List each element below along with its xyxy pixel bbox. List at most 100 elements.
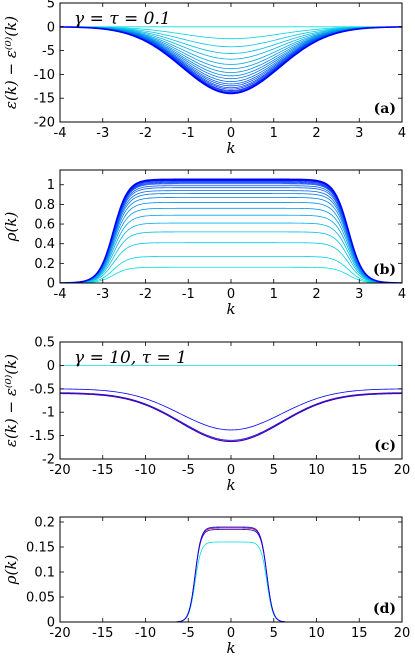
x-tick-label-d-6: 10 [308,626,325,641]
y-tick-label-c-4: 0 [47,359,55,374]
series-line-a-18 [60,26,402,94]
x-tick-label-d-0: -20 [49,626,70,641]
series-line-b-12 [60,185,402,283]
series-line-a-10 [60,26,402,82]
panel-label-a: (a) [374,101,396,117]
x-tick-label-a-6: 2 [312,126,320,141]
y-axis-label-c: ε(k) − ε⁽⁰⁾(k) [2,354,20,447]
series-line-a-7 [60,26,402,73]
chart-panel-b: -4 -3 -2 -1 0 1 2 3 4 0 0.2 0.4 0.6 0.8 1 k ρ(k) (b) [2,169,406,318]
ticks-d: -20 -15 -10 -5 0 5 10 15 20 0 0.05 0.1 0.15 0.2 [26,516,410,642]
chart-panel-c: -20 -15 -10 -5 0 5 10 15 20 -2 -1.5 -1 -0.5 0 0.5 k ε(… [2,336,410,495]
series-line-b-13 [60,183,402,283]
y-tick-label-d-2: 0.1 [34,566,55,581]
y-axis-label-d: ρ(k) [2,555,20,586]
series-line-c-3 [60,392,402,442]
series-line-a-19 [60,26,402,95]
x-tick-label-c-6: 10 [308,463,325,478]
y-tick-label-a-4: 0 [47,20,55,35]
x-tick-label-d-7: 15 [351,626,368,641]
x-tick-label-c-5: 5 [270,463,278,478]
x-axis-label-c: k [226,476,235,494]
x-tick-label-d-2: -10 [135,626,156,641]
series-line-c-2 [60,392,402,441]
series-line-a-4 [60,26,402,60]
x-tick-label-b-3: -1 [182,287,195,302]
x-tick-label-d-5: 5 [270,626,278,641]
x-tick-label-a-7: 3 [355,126,363,141]
series-layer-c [60,364,402,443]
x-tick-label-b-6: 2 [312,287,320,302]
series-line-b-7 [60,202,402,283]
series-layer-b [60,178,402,283]
x-tick-label-a-1: -3 [96,126,109,141]
series-line-a-9 [60,26,402,80]
panel-label-d: (d) [373,601,396,617]
y-tick-label-a-1: -15 [34,92,55,107]
y-tick-label-a-2: -10 [34,68,55,83]
series-line-b-0 [60,266,402,283]
series-line-b-6 [60,207,402,283]
x-axis-label-a: k [226,139,235,157]
series-line-d-1 [60,529,402,622]
y-tick-label-c-1: -1.5 [30,429,55,444]
x-tick-label-c-0: -20 [49,463,70,478]
y-tick-label-a-3: -5 [42,44,55,59]
x-tick-label-a-5: 1 [270,126,278,141]
series-line-b-19 [60,178,402,283]
panel-label-c: (c) [374,438,396,454]
x-tick-label-a-0: -4 [54,126,67,141]
y-tick-label-d-3: 0.15 [26,541,55,556]
series-line-a-17 [60,26,402,93]
series-line-a-15 [60,26,402,91]
x-tick-label-c-2: -10 [135,463,156,478]
y-tick-label-c-5: 0.5 [34,336,55,351]
chart-panel-d: -20 -15 -10 -5 0 5 10 15 20 0 0.05 0.1 0.15 0.2 k ρ(k… [2,516,410,656]
series-layer-a [60,26,402,95]
x-tick-label-b-0: -4 [54,287,67,302]
y-tick-label-a-0: -20 [34,116,55,131]
x-tick-label-c-4: 0 [227,463,235,478]
x-tick-label-c-1: -15 [92,463,113,478]
series-line-b-1 [60,256,402,283]
annotation-c: γ = 10, τ = 1 [74,348,187,368]
series-line-a-14 [60,26,402,90]
series-layer-d [60,526,402,622]
series-line-a-12 [60,26,402,87]
series-line-b-10 [60,190,402,283]
chart-panel-a: -4 -3 -2 -1 0 1 2 3 4-20-15-10-505 k ε(k) − ε⁽⁰⁾… [2,0,406,157]
x-axis-label-b: k [226,300,235,318]
series-line-b-8 [60,197,402,283]
y-tick-label-c-2: -1 [42,406,55,421]
y-axis-label-a: ε(k) − ε⁽⁰⁾(k) [2,16,20,109]
series-line-d-3 [60,526,402,622]
ticks-a: -4 -3 -2 -1 0 1 2 3 4-20-15-10-505 [34,0,406,141]
x-tick-label-b-1: -3 [96,287,109,302]
y-tick-label-c-0: -2 [42,453,55,468]
y-tick-label-b-5: 1 [47,178,55,193]
y-tick-label-d-4: 0.2 [34,516,55,531]
series-line-a-2 [60,26,402,48]
y-tick-label-d-0: 0 [47,616,55,631]
series-line-b-2 [60,242,402,283]
series-line-a-1 [60,26,402,40]
y-tick-label-b-3: 0.6 [34,218,55,233]
x-tick-label-a-8: 4 [398,126,406,141]
series-line-b-11 [60,187,402,283]
panel-label-b: (b) [373,262,396,278]
y-tick-label-c-3: -0.5 [30,382,55,397]
series-line-a-6 [60,26,402,70]
y-tick-label-a-5: 5 [47,0,55,12]
series-line-b-5 [60,214,402,283]
x-tick-label-b-7: 3 [355,287,363,302]
x-tick-label-c-3: -5 [182,463,195,478]
x-tick-label-a-4: 0 [227,126,235,141]
plot-frame-d [59,516,403,623]
x-tick-label-d-1: -15 [92,626,113,641]
series-line-b-3 [60,231,402,283]
x-tick-label-a-3: -1 [182,126,195,141]
x-tick-label-b-8: 4 [398,287,406,302]
y-tick-label-b-4: 0.8 [34,198,55,213]
x-axis-label-d: k [226,639,235,656]
